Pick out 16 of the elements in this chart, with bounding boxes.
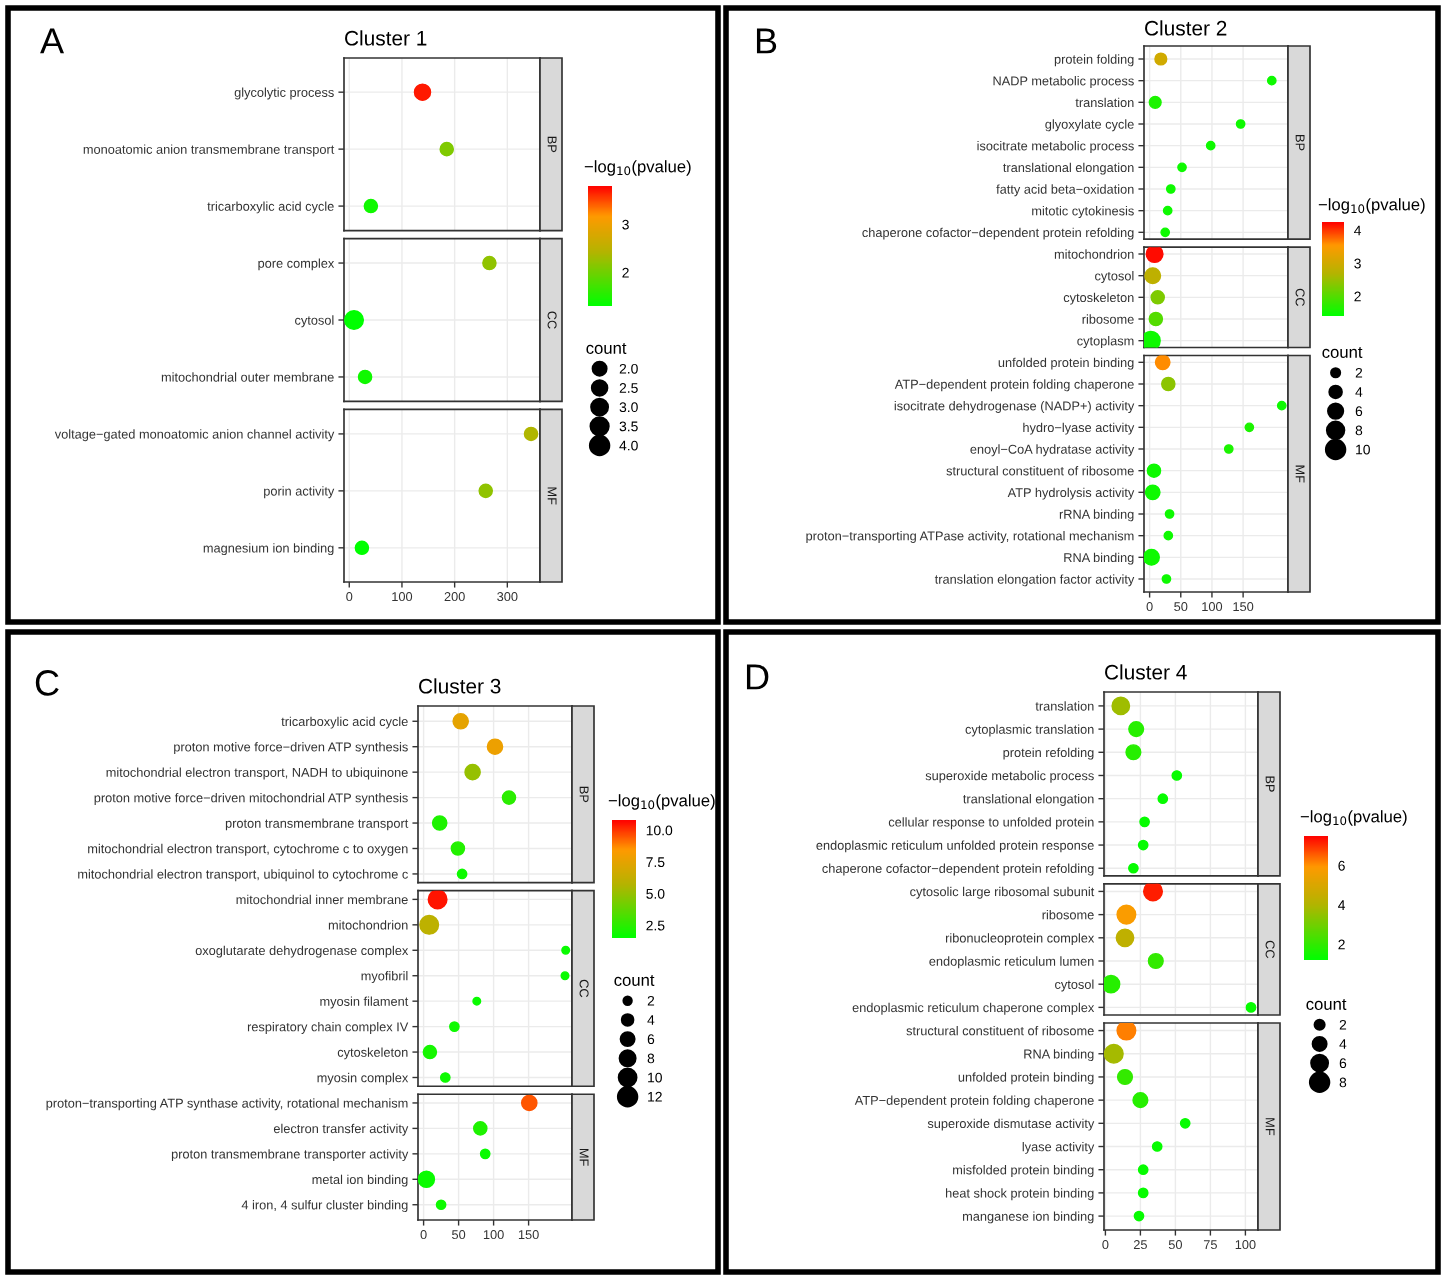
legend-title: count xyxy=(586,343,627,354)
chart-title: Cluster 3 xyxy=(419,678,501,694)
chart-title: Cluster 4 xyxy=(1105,664,1187,680)
text: D xyxy=(746,664,769,690)
legend-title: count xyxy=(1306,999,1347,1010)
color-bar-title: −log$_{10}$(pvalue) xyxy=(1318,198,1425,214)
legend-title: count xyxy=(1322,347,1363,358)
chart-title: Cluster 1 xyxy=(345,30,427,46)
text: C xyxy=(35,670,59,696)
color-bar-title: −log$_{10}$(pvalue) xyxy=(1300,810,1407,826)
legend-title: count xyxy=(614,975,655,986)
chart-title: Cluster 2 xyxy=(1145,20,1227,36)
text: A xyxy=(40,28,65,54)
color-bar-title: −log$_{10}$(pvalue) xyxy=(608,794,715,810)
color-bar-title: −log$_{10}$(pvalue) xyxy=(584,160,691,176)
text: B xyxy=(756,28,777,54)
